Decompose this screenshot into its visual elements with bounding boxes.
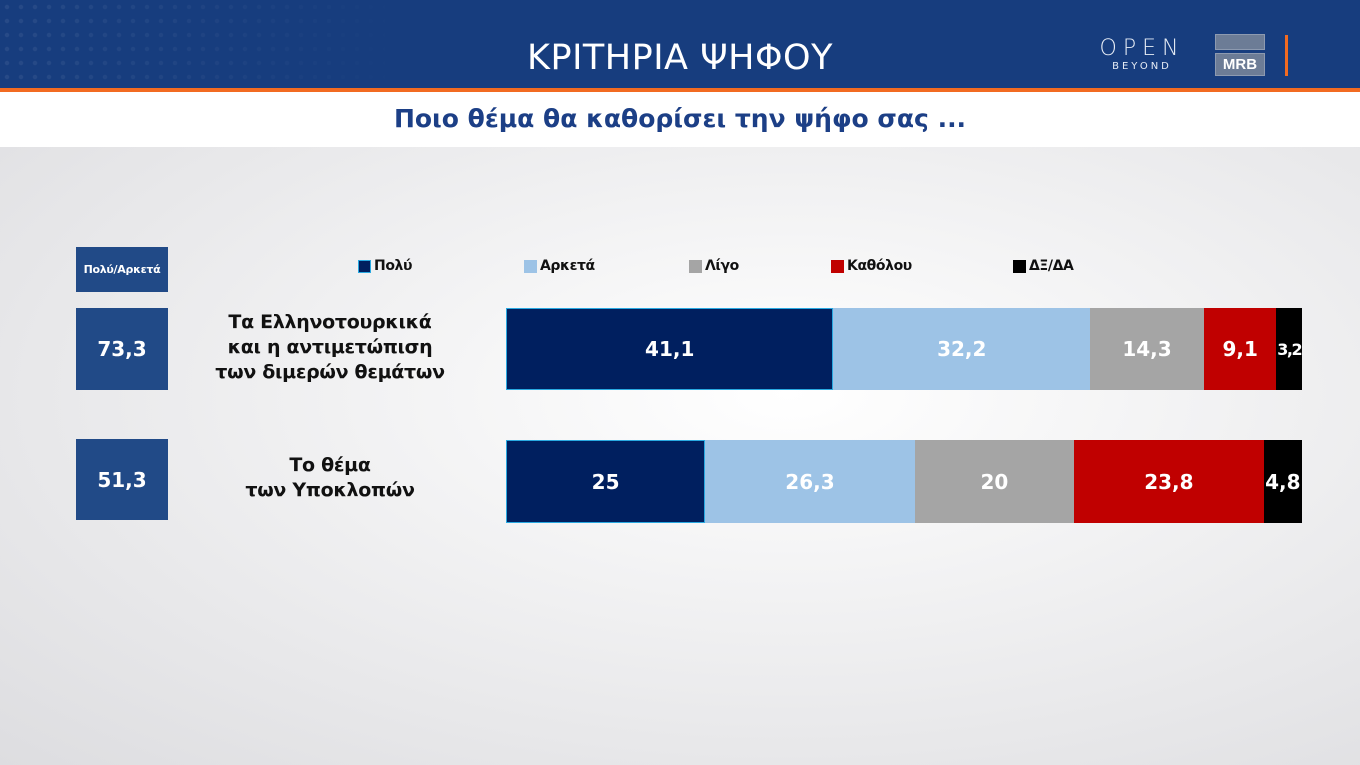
bar-segment-arketa: 26,3 [705,440,915,523]
category-label-line: των Υποκλοπών [245,479,415,501]
bar-segment-arketa: 32,2 [833,308,1091,390]
open-beyond-logo: OPEN BEYOND [1094,38,1190,74]
chart-legend: Πολύ Αρκετά Λίγο Καθόλου ΔΞ/ΔΑ [0,258,1360,278]
legend-item-dxda: ΔΞ/ΔΑ [1013,258,1074,274]
legend-swatch-ligo [689,259,702,273]
legend-item-ligo: Λίγο [689,258,739,274]
bar-segment-dxda: 3,2 [1276,308,1302,390]
bar-segment-dxda: 4,8 [1263,440,1302,523]
legend-item-katholou: Καθόλου [831,258,912,274]
legend-label: Αρκετά [540,258,595,274]
category-label-line: και η αντιμετώπιση [227,336,433,358]
subtitle-band [0,92,1360,147]
summary-column-header: Πολύ/Αρκετά [76,247,168,292]
category-label-line: Το θέμα [289,454,371,476]
mrb-logo-top-block [1215,34,1265,50]
orange-vertical-divider [1285,35,1288,76]
bar-segment-ligo: 20 [914,440,1075,523]
logo-open-main: OPEN [1099,36,1185,61]
legend-label: Λίγο [705,258,739,274]
orange-divider-line [0,88,1360,92]
page-title: ΚΡΙΤΗΡΙΑ ΨΗΦΟΥ [527,38,833,78]
legend-label: ΔΞ/ΔΑ [1029,258,1074,274]
category-label-line: των διμερών θεμάτων [215,361,445,383]
legend-swatch-dxda [1013,259,1026,273]
category-label-row-2: Το θέμα των Υποκλοπών [190,453,470,503]
header-bar [0,0,1360,88]
legend-swatch-katholou [831,259,844,273]
summary-value-row-2: 51,3 [76,439,168,520]
bar-segment-katholou: 9,1 [1203,308,1277,390]
chart-subtitle: Ποιο θέμα θα καθορίσει την ψήφο σας ... [393,104,967,133]
legend-item-poly: Πολύ [358,258,412,274]
legend-label: Πολύ [374,258,413,274]
legend-label: Καθόλου [847,258,912,274]
mrb-logo: MRB [1215,34,1265,76]
legend-item-arketa: Αρκετά [524,258,595,274]
summary-value-row-1: 73,3 [76,308,168,390]
bar-segment-ligo: 14,3 [1090,308,1204,390]
category-label-row-1: Τα Ελληνοτουρκικά και η αντιμετώπιση των… [190,310,470,385]
mrb-logo-text: MRB [1215,53,1265,76]
bar-segment-poly: 25 [506,440,706,523]
legend-swatch-arketa [524,259,537,273]
stacked-bar-row-1: 41,1 32,2 14,3 9,1 3,2 [506,308,1302,390]
legend-swatch-poly [358,259,371,273]
bar-segment-poly: 41,1 [506,308,834,390]
stacked-bar-row-2: 25 26,3 20 23,8 4,8 [506,440,1302,523]
header-dot-pattern [0,0,420,88]
bar-segment-katholou: 23,8 [1074,440,1264,523]
category-label-line: Τα Ελληνοτουρκικά [228,311,432,333]
logo-open-sub: BEYOND [1112,61,1172,72]
